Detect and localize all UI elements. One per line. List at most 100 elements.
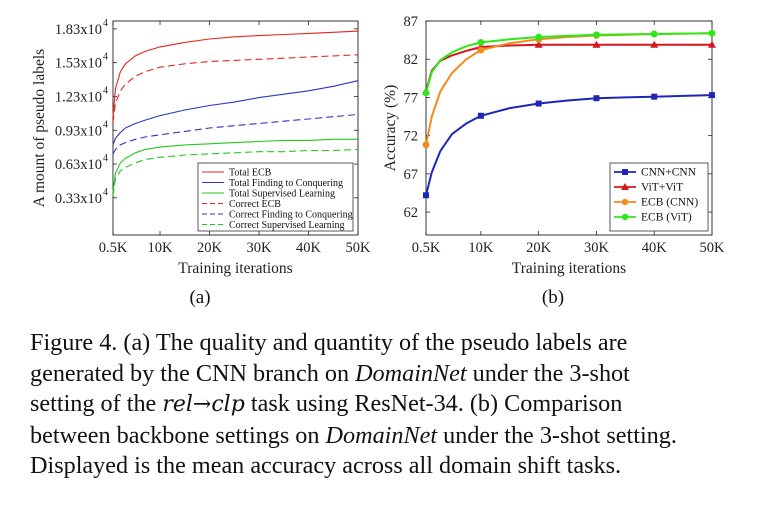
legend-marker — [622, 169, 628, 175]
legend-label: ECB (ViT) — [641, 212, 692, 224]
series-line-correct-finding-to-conquering — [112, 113, 359, 155]
x-tick-label: 50K — [700, 240, 726, 256]
y-tick-exponent: 4 — [103, 18, 108, 29]
series-line-vit-vit — [425, 43, 712, 92]
legend-label: Total Finding to Conquering — [229, 178, 343, 189]
series-line-correct-supervised-learning — [112, 148, 359, 196]
figure-label: Figure 4. — [30, 329, 118, 356]
caption-line-2: generated by the CNN branch on DomainNet… — [30, 359, 742, 390]
y-tick-label: 72 — [404, 129, 419, 145]
figure-caption: Figure 4. (a) The quality and quantity o… — [30, 328, 742, 482]
caption-line-5: Displayed is the mean accuracy across al… — [30, 451, 742, 482]
data-point-cnn-cnn — [535, 100, 542, 107]
x-tick-label: 40K — [642, 240, 668, 256]
x-tick-label: 40K — [296, 240, 322, 256]
caption-line-4: between backbone settings on DomainNet u… — [30, 421, 742, 452]
x-axis-label: Training iterations — [178, 260, 292, 277]
x-tick-label: 0.5K — [412, 240, 441, 256]
y-tick-label: 77 — [404, 90, 419, 106]
y-tick-label: 82 — [404, 52, 419, 68]
y-tick-exponent: 4 — [103, 187, 108, 198]
y-tick-label: 1.83x10 — [55, 22, 102, 38]
caption-text: task using ResNet-34. — [250, 390, 464, 417]
plot-frame-a — [112, 20, 359, 236]
series-line-total-supervised-learning — [112, 138, 358, 193]
data-point-cnn-cnn — [477, 112, 484, 119]
legend-label: ECB (CNN) — [641, 197, 698, 209]
series-line-cnn-cnn — [425, 94, 713, 196]
x-tick-label: 50K — [346, 240, 372, 256]
data-point-ecb-cnn — [477, 46, 485, 54]
legend-label: Correct ECB — [229, 199, 281, 210]
data-point-ecb-vit — [422, 89, 430, 97]
legend-marker — [621, 198, 629, 206]
legend-label: CNN+CNN — [641, 167, 697, 179]
x-tick-label: 10K — [468, 240, 494, 256]
data-point-ecb-vit — [593, 31, 600, 39]
x-tick-label: 30K — [247, 240, 273, 256]
caption-line-1: Figure 4. (a) The quality and quantity o… — [30, 328, 742, 359]
series-line-correct-ecb — [112, 54, 359, 123]
task-source: rel — [162, 392, 193, 417]
dataset-name: DomainNet — [355, 359, 467, 387]
data-point-ecb-vit — [477, 39, 485, 46]
task-arrow: → — [192, 392, 212, 417]
panel-label: (b) — [542, 287, 564, 308]
y-tick-label: 62 — [404, 205, 419, 221]
data-point-cnn-cnn — [423, 192, 429, 199]
panel-label: (a) — [189, 287, 210, 308]
legend-marker — [621, 213, 629, 221]
dataset-name: DomainNet — [325, 421, 438, 449]
y-tick-label: 0.33x10 — [55, 191, 102, 207]
data-point-ecb-vit — [650, 30, 658, 38]
y-tick-label: 0.63x10 — [55, 157, 102, 173]
data-point-cnn-cnn — [593, 95, 600, 102]
legend-label: Total ECB — [229, 168, 272, 179]
data-point-vit-vit — [592, 40, 601, 48]
series-line-total-finding-to-conquering — [112, 80, 359, 146]
caption-text: (a) The quality and quantity of the pseu… — [123, 329, 628, 356]
legend-marker — [621, 183, 629, 190]
x-axis-label: Training iterations — [512, 260, 626, 277]
y-tick-label: 87 — [404, 14, 419, 30]
data-point-ecb-vit — [708, 29, 716, 37]
legend-label: ViT+ViT — [641, 182, 683, 194]
caption-text: setting of the — [30, 390, 157, 417]
y-tick-exponent: 4 — [103, 153, 108, 164]
x-tick-label: 20K — [197, 240, 223, 256]
caption-text: under the 3-shot — [472, 359, 630, 387]
data-point-vit-vit — [708, 40, 716, 48]
y-tick-exponent: 4 — [103, 85, 108, 96]
panel-b-chart: 0.5K 10K 20K 30K 40K 50K 62 67 72 77 82 87 Training … — [382, 14, 725, 308]
y-tick-label: 0.93x10 — [55, 123, 102, 139]
x-tick-label: 20K — [526, 240, 552, 256]
legend-label: Correct Supervised Learning — [229, 220, 345, 231]
x-tick-label: 30K — [584, 240, 610, 256]
legend-box — [197, 162, 354, 232]
data-point-cnn-cnn — [651, 93, 658, 100]
legend-label: Total Supervised Learning — [229, 189, 335, 200]
data-point-vit-vit — [534, 40, 543, 48]
series-line-total-ecb — [112, 30, 359, 117]
y-axis-label: A mount of pseudo labels — [31, 49, 48, 207]
y-axis-label: Accuracy (%) — [382, 85, 399, 171]
caption-text: Displayed is the mean accuracy across al… — [30, 452, 622, 479]
legend-label: Correct Finding to Conquering — [229, 210, 353, 221]
plot-frame-b — [425, 20, 713, 236]
data-point-vit-vit — [650, 40, 659, 48]
series-line-ecb-vit — [425, 32, 713, 94]
y-tick-label: 67 — [404, 167, 419, 183]
y-tick-exponent: 4 — [103, 119, 108, 130]
caption-line-3: setting of the rel→clp task using ResNet… — [30, 389, 742, 421]
data-point-ecb-vit — [535, 33, 543, 41]
x-tick-label: 0.5K — [99, 240, 128, 256]
y-tick-label: 1.23x10 — [55, 89, 102, 105]
caption-text: under the 3-shot setting. — [443, 421, 677, 449]
x-tick-label: 10K — [148, 240, 174, 256]
data-point-cnn-cnn — [709, 92, 715, 99]
y-tick-exponent: 4 — [103, 52, 108, 63]
y-tick-label: 1.53x10 — [55, 56, 102, 72]
caption-text: (b) Comparison — [469, 390, 623, 417]
